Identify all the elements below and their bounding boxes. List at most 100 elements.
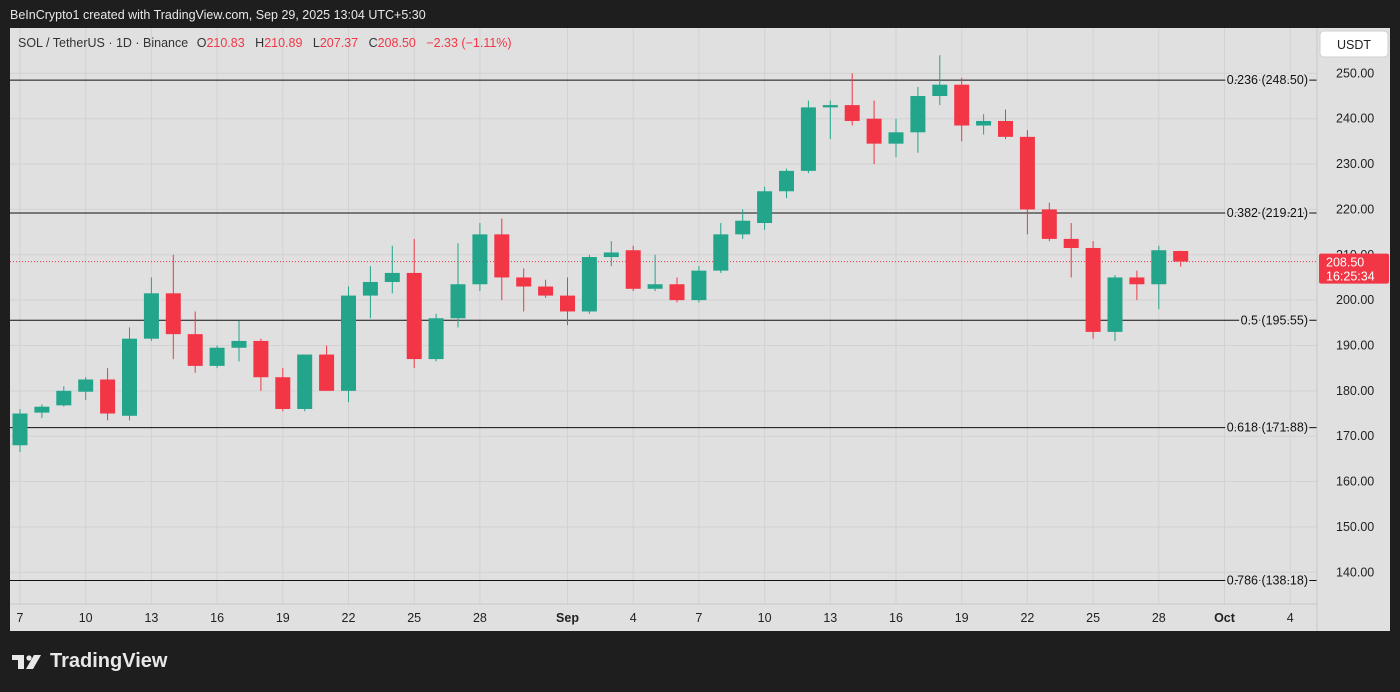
x-tick-label: 7 (17, 611, 24, 625)
symbol-legend[interactable]: SOL / TetherUS · 1D · Binance O210.83 H2… (18, 36, 512, 50)
y-tick-label: 160.00 (1336, 475, 1374, 489)
symbol-name: SOL / TetherUS · 1D · Binance (18, 36, 188, 50)
candle-body (472, 234, 488, 285)
x-tick-label: 28 (473, 611, 487, 625)
fib-level-label: 0.236 (248.50) (1227, 73, 1308, 87)
x-tick-label: 19 (955, 611, 969, 625)
x-tick-label: 16 (889, 611, 903, 625)
candle-body (78, 379, 94, 392)
y-tick-label: 140.00 (1336, 565, 1374, 579)
tradingview-brand[interactable]: TradingView (12, 650, 167, 673)
x-tick-label: 13 (144, 611, 158, 625)
fib-level-label: 0.618 (171.88) (1227, 421, 1308, 435)
y-axis[interactable]: 140.00 150.00 160.00 170.00 180.00 190.00 200.… (1336, 66, 1374, 579)
created-with-caption: BeInCrypto1 created with TradingView.com… (10, 8, 426, 22)
brand-name: TradingView (50, 650, 168, 672)
candle-body (406, 272, 422, 360)
x-tick-label: 25 (1086, 611, 1100, 625)
candle-body (56, 390, 72, 406)
candle-body (297, 354, 313, 409)
x-tick-label: 19 (276, 611, 290, 625)
chart-frame: 140.00 150.00 160.00 170.00 180.00 190.00 200.… (10, 28, 1390, 631)
x-tick-label: 22 (1020, 611, 1034, 625)
candle-body (122, 338, 137, 416)
candle-body (450, 284, 466, 319)
candle-body (691, 270, 707, 301)
candle-body (341, 295, 356, 391)
candle-countdown: 16:25:34 (1326, 270, 1375, 284)
candle-body (560, 295, 575, 312)
candle-body (1129, 277, 1145, 285)
candle-body (713, 234, 729, 271)
candle-body (647, 284, 663, 289)
candle-body (165, 293, 181, 335)
candle-body (494, 234, 510, 278)
candle-body (1019, 136, 1035, 210)
fib-level-label: 0.382 (219.21) (1227, 206, 1308, 220)
candle-body (187, 334, 203, 366)
open-label: O (197, 36, 207, 50)
candle-body (538, 286, 554, 296)
candle-body (1151, 250, 1167, 285)
candle-body (384, 272, 400, 282)
open-value: 210.83 (206, 36, 244, 50)
candle-body (954, 84, 970, 126)
price-chart[interactable]: 140.00 150.00 160.00 170.00 180.00 190.00 200.… (10, 28, 1390, 631)
x-tick-label: 10 (758, 611, 772, 625)
change-value: −2.33 (−1.11%) (426, 36, 511, 50)
y-tick-label: 190.00 (1336, 338, 1374, 352)
candle-body (669, 284, 685, 301)
tradingview-logo-icon (12, 653, 44, 671)
close-label: C (369, 36, 378, 50)
low-value: 207.37 (320, 36, 358, 50)
candle-body (603, 252, 619, 258)
candle-body (998, 120, 1013, 137)
last-price-value: 208.50 (1326, 256, 1364, 270)
low-label: L (313, 36, 320, 50)
x-tick-label: 22 (342, 611, 356, 625)
y-tick-label: 230.00 (1336, 157, 1374, 171)
x-tick-label: 16 (210, 611, 224, 625)
x-tick-label: Sep (556, 611, 579, 625)
candle-body (735, 220, 751, 235)
candle-body (275, 377, 291, 409)
x-tick-label: 10 (79, 611, 93, 625)
candle-body (12, 413, 28, 446)
candle-body (757, 191, 773, 224)
candle-body (888, 132, 904, 144)
x-tick-label: 4 (1287, 611, 1294, 625)
x-tick-label: 13 (823, 611, 837, 625)
fibonacci-labels: 0.236 (248.50) 0.382 (219.21) 0.5 (195.55)… (1225, 71, 1310, 589)
fib-level-label: 0.5 (195.55) (1241, 313, 1308, 327)
candle-body (581, 257, 597, 312)
candle-body (209, 347, 225, 366)
currency-label: USDT (1337, 38, 1371, 52)
x-tick-label: 7 (695, 611, 702, 625)
candle-body (362, 281, 378, 296)
candles (12, 55, 1189, 453)
candle-body (100, 379, 116, 414)
candle-body (910, 96, 926, 133)
candle-body (319, 354, 335, 391)
candle-body (516, 277, 532, 287)
y-tick-label: 170.00 (1336, 429, 1374, 443)
x-tick-label: Oct (1214, 611, 1236, 625)
candle-body (866, 118, 882, 144)
candle-body (428, 318, 444, 360)
high-value: 210.89 (264, 36, 302, 50)
y-tick-label: 150.00 (1336, 520, 1374, 534)
currency-button[interactable]: USDT (1319, 30, 1389, 58)
x-axis[interactable]: 7 10 13 16 19 22 25 28 Sep 4 7 10 13 16 19 22 25 28 Oct 4 (17, 611, 1294, 625)
candle-body (1041, 209, 1057, 239)
x-tick-label: 25 (407, 611, 421, 625)
y-tick-label: 200.00 (1336, 293, 1374, 307)
candle-body (231, 340, 247, 348)
candle-body (976, 120, 992, 126)
high-label: H (255, 36, 264, 50)
close-value: 208.50 (378, 36, 416, 50)
x-tick-label: 28 (1152, 611, 1166, 625)
candle-body (1173, 251, 1189, 262)
candle-body (1063, 238, 1079, 248)
fib-level-label: 0.786 (138.18) (1227, 574, 1308, 588)
candle-body (779, 170, 794, 192)
